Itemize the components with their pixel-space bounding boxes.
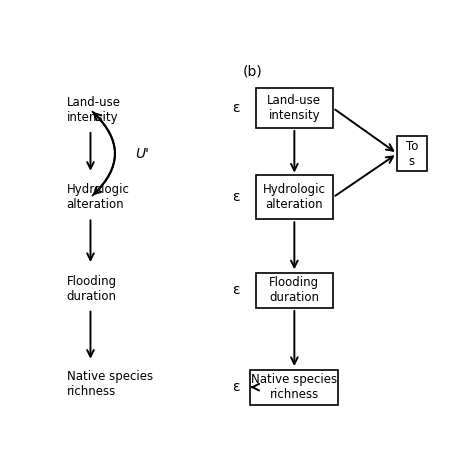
Text: Hydrologic
alteration: Hydrologic alteration [66, 183, 129, 211]
FancyBboxPatch shape [256, 88, 333, 128]
Text: ε: ε [232, 283, 239, 298]
Text: ε: ε [232, 101, 239, 115]
FancyBboxPatch shape [256, 175, 333, 219]
Text: Land-use
intensity: Land-use intensity [66, 96, 120, 124]
FancyBboxPatch shape [256, 273, 333, 308]
Text: ε: ε [232, 380, 239, 394]
FancyBboxPatch shape [397, 136, 427, 171]
Text: Flooding
duration: Flooding duration [269, 276, 319, 304]
Text: To
s: To s [406, 140, 418, 168]
Text: Native species
richness: Native species richness [251, 373, 337, 401]
Text: ε: ε [232, 191, 239, 204]
Text: (b): (b) [243, 64, 263, 78]
Text: Land-use
intensity: Land-use intensity [267, 94, 321, 122]
Text: Native species
richness: Native species richness [66, 370, 153, 398]
Text: Hydrologic
alteration: Hydrologic alteration [263, 183, 326, 211]
Text: Flooding
duration: Flooding duration [66, 274, 117, 302]
Text: U': U' [135, 146, 149, 161]
FancyBboxPatch shape [250, 370, 338, 405]
